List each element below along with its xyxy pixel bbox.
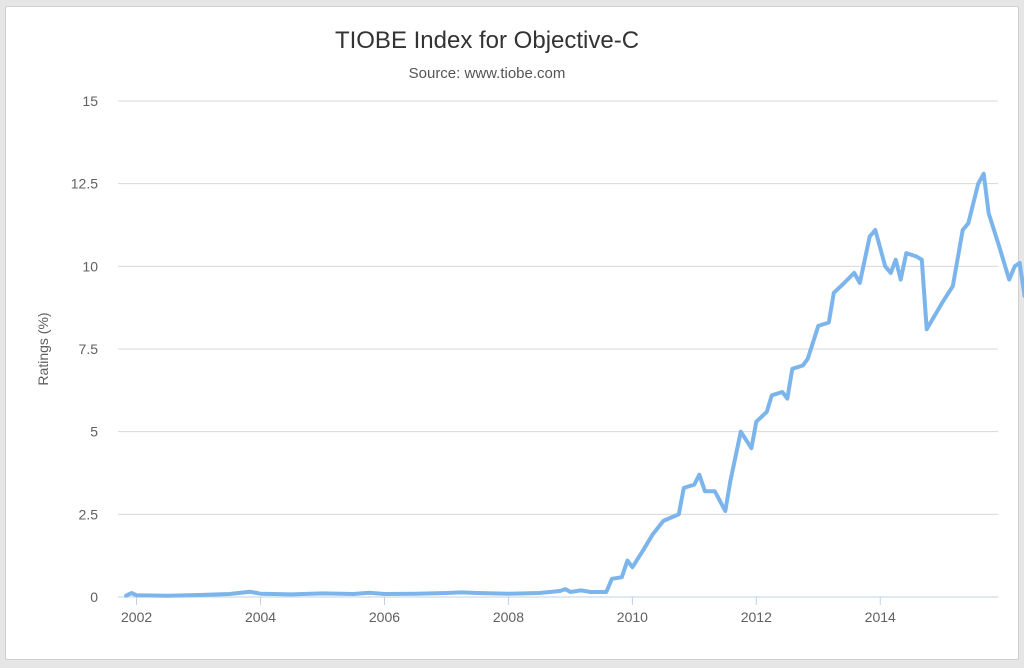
x-tick-label: 2004 [245, 609, 276, 625]
x-tick-label: 2006 [369, 609, 400, 625]
series-line [124, 171, 1024, 598]
y-axis-title: Ratings (%) [35, 312, 51, 385]
y-tick-label: 7.5 [79, 341, 99, 357]
y-tick-label: 5 [90, 424, 98, 440]
y-axis-ticks: 0 2.5 5 7.5 10 12.5 15 [71, 93, 98, 605]
y-tick-label: 0 [90, 589, 98, 605]
x-tick-label: 2010 [617, 609, 648, 625]
y-tick-label: 10 [82, 258, 98, 274]
x-tick-label: 2008 [493, 609, 524, 625]
x-tick-label: 2012 [741, 609, 772, 625]
series-group [124, 171, 1024, 598]
x-tick-label: 2002 [121, 609, 152, 625]
y-tick-label: 15 [82, 93, 98, 109]
y-tick-label: 12.5 [71, 176, 98, 192]
y-tick-label: 2.5 [79, 506, 99, 522]
chart-title: TIOBE Index for Objective-C [335, 27, 639, 54]
x-axis-ticks: 2002 2004 2006 2008 2010 2012 2014 [121, 597, 896, 625]
x-tick-label: 2014 [865, 609, 896, 625]
chart-subtitle: Source: www.tiobe.com [409, 65, 566, 82]
chart-frame [5, 6, 1019, 660]
grid-lines [118, 100, 998, 598]
